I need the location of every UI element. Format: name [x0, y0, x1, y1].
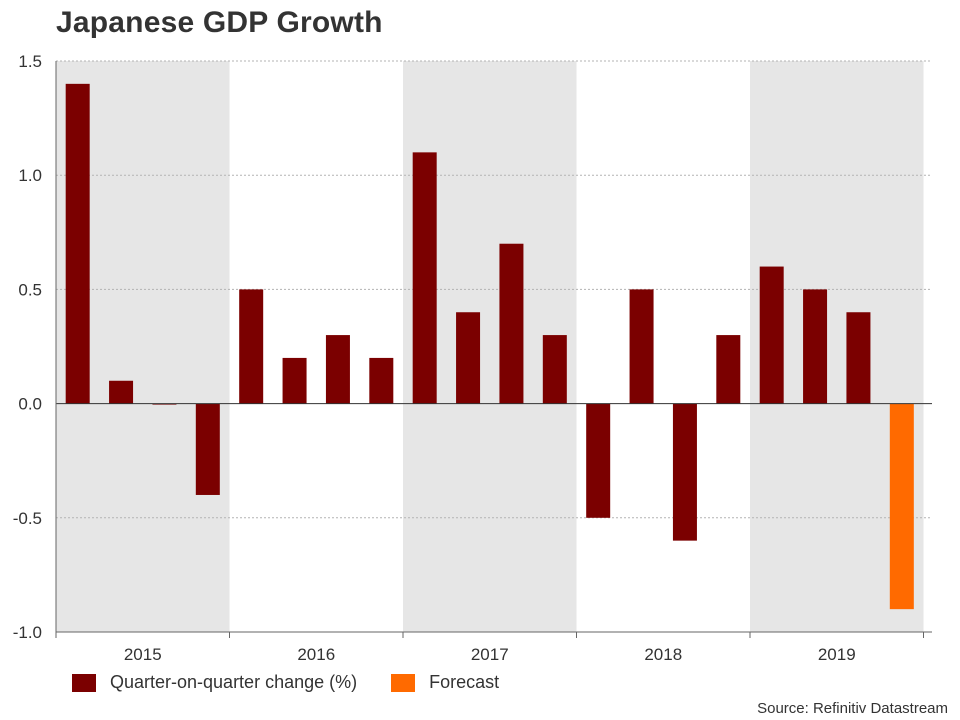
bar-chart: 1.5 1.0 0.5 0.0 -0.5 -1.0 2015 2016 2017 2018 2019	[13, 52, 932, 664]
x-tick-label-2019: 2019	[818, 645, 856, 664]
bar-2017-q3	[499, 243, 524, 404]
bar-2018-q3	[672, 403, 697, 541]
bar-2019-q3	[846, 312, 871, 404]
bar-2016-q1	[239, 289, 264, 404]
bar-2018-q4	[716, 335, 741, 404]
legend-label-forecast: Forecast	[429, 672, 500, 692]
legend: Quarter-on-quarter change (%) Forecast	[72, 672, 533, 693]
y-tick-label: 0.0	[18, 395, 42, 414]
bar-2015-q4	[195, 403, 220, 495]
x-tick-label-2016: 2016	[297, 645, 335, 664]
y-tick-label: 0.5	[18, 280, 42, 299]
x-tick-label-2018: 2018	[644, 645, 682, 664]
bar-2016-q4	[369, 357, 394, 404]
bar-2017-q1	[412, 152, 437, 404]
bar-2016-q3	[325, 335, 350, 404]
bar-2017-q4	[542, 335, 567, 404]
bar-2019-q2	[803, 289, 828, 404]
legend-swatch-qoq	[72, 673, 96, 692]
y-tick-label: -1.0	[13, 623, 42, 642]
source-note: Source: Refinitiv Datastream	[757, 700, 948, 717]
bar-2015-q2	[109, 380, 134, 404]
x-tick-label-2017: 2017	[471, 645, 509, 664]
legend-swatch-forecast	[391, 673, 416, 692]
bar-2019-q1	[759, 266, 784, 404]
y-tick-label: 1.0	[18, 166, 42, 185]
bar-2018-q2	[629, 289, 654, 404]
bar-2015-q1	[65, 83, 90, 404]
bar-2017-q2	[456, 312, 481, 404]
bar-2016-q2	[282, 357, 307, 404]
legend-label-qoq: Quarter-on-quarter change (%)	[110, 672, 358, 692]
legend-item-qoq: Quarter-on-quarter change (%)	[72, 672, 357, 693]
legend-item-forecast: Forecast	[391, 672, 499, 693]
bar-2018-q1	[586, 403, 611, 518]
chart-title: Japanese GDP Growth	[56, 6, 383, 39]
forecast-bar-2019-q4	[889, 403, 914, 610]
y-tick-label: 1.5	[18, 52, 42, 71]
y-tick-label: -0.5	[13, 509, 42, 528]
x-tick-label-2015: 2015	[124, 645, 162, 664]
